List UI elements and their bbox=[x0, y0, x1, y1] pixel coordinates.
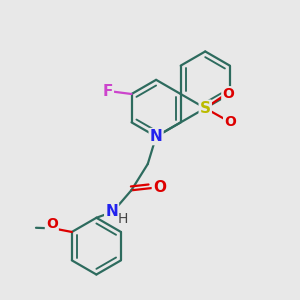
Text: O: O bbox=[224, 115, 236, 129]
Text: S: S bbox=[200, 101, 211, 116]
Text: O: O bbox=[222, 87, 234, 101]
Text: H: H bbox=[117, 212, 128, 226]
Text: F: F bbox=[103, 84, 113, 99]
Text: N: N bbox=[150, 129, 163, 144]
Text: N: N bbox=[105, 204, 118, 219]
Text: O: O bbox=[46, 217, 58, 231]
Text: O: O bbox=[153, 179, 166, 194]
